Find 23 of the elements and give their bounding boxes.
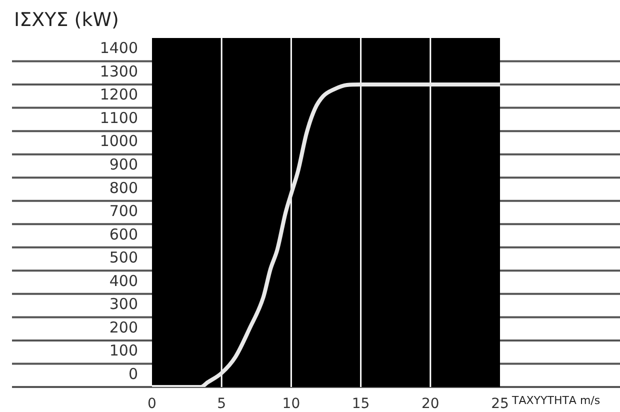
y-tick-label: 1300 <box>100 62 138 80</box>
x-axis-title: ΤΑΧΥΥΤΗΤΑ m/s <box>511 394 600 407</box>
y-tick-label: 600 <box>109 225 138 244</box>
x-tick-label: 25 <box>491 396 509 412</box>
y-tick-label: 1200 <box>100 86 138 104</box>
y-tick-label: 400 <box>109 272 138 290</box>
y-tick-label: 100 <box>109 342 138 360</box>
y-tick-label: 200 <box>109 318 138 336</box>
y-tick-label: 800 <box>109 178 138 197</box>
y-tick-label: 300 <box>109 295 138 314</box>
x-tick-label: 20 <box>421 396 440 412</box>
x-tick-label: 0 <box>148 396 156 412</box>
y-tick-label: 1400 <box>100 39 138 58</box>
x-tick-label: 15 <box>352 396 370 412</box>
x-tick-label: 10 <box>282 396 300 412</box>
x-tick-label: 5 <box>217 396 226 412</box>
y-tick-label: 0 <box>128 364 138 383</box>
y-tick-label: 1100 <box>100 108 138 127</box>
y-tick-label: 1000 <box>100 132 138 150</box>
y-tick-label: 500 <box>109 248 138 267</box>
y-tick-label: 700 <box>109 202 138 220</box>
y-tick-label: 900 <box>109 155 138 174</box>
y-axis-title: ΙΣΧΥΣ (kW) <box>14 9 119 31</box>
